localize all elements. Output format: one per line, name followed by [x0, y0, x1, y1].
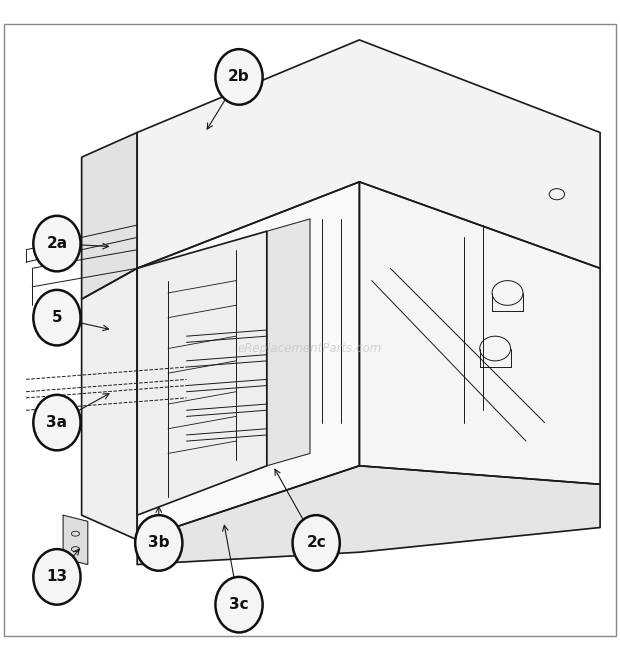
Polygon shape — [82, 133, 137, 299]
Ellipse shape — [215, 49, 263, 105]
Text: 2b: 2b — [228, 69, 250, 84]
Ellipse shape — [33, 290, 81, 345]
Polygon shape — [137, 231, 267, 515]
Text: 5: 5 — [51, 310, 62, 325]
Text: 3b: 3b — [148, 535, 169, 550]
Polygon shape — [360, 182, 600, 484]
Text: 3c: 3c — [229, 597, 249, 612]
Ellipse shape — [293, 515, 340, 571]
Text: 3a: 3a — [46, 415, 68, 430]
Polygon shape — [137, 182, 360, 540]
Text: eReplacementParts.com: eReplacementParts.com — [238, 342, 382, 355]
Ellipse shape — [135, 515, 182, 571]
Polygon shape — [63, 515, 88, 564]
Polygon shape — [137, 40, 600, 268]
Text: 2c: 2c — [306, 535, 326, 550]
Ellipse shape — [215, 577, 263, 632]
Polygon shape — [82, 268, 137, 540]
Ellipse shape — [33, 549, 81, 605]
Polygon shape — [267, 219, 310, 466]
Ellipse shape — [33, 395, 81, 450]
Polygon shape — [137, 466, 600, 564]
Text: 2a: 2a — [46, 236, 68, 251]
Ellipse shape — [33, 216, 81, 271]
Text: 13: 13 — [46, 570, 68, 584]
